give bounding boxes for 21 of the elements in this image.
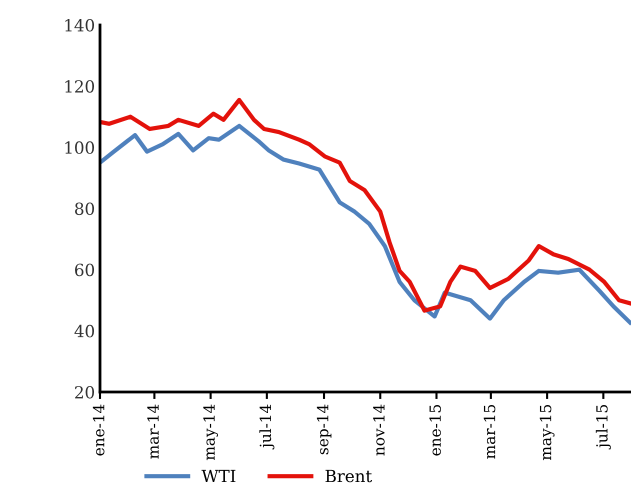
x-tick-label: may-14 bbox=[203, 404, 218, 460]
legend-label: WTI bbox=[202, 470, 236, 482]
y-tick-label: 20 bbox=[75, 386, 94, 399]
x-tick-label: nov-14 bbox=[373, 404, 385, 456]
y-tick-label: 40 bbox=[74, 324, 94, 338]
line-series bbox=[100, 98, 631, 313]
y-tick-label: 60 bbox=[75, 264, 94, 276]
x-tick-label: mar-14 bbox=[147, 404, 159, 459]
x-tick-label: ene-15 bbox=[429, 404, 441, 456]
x-tick-label: may-15 bbox=[540, 404, 554, 460]
x-tick-label: mar-15 bbox=[484, 404, 496, 459]
x-tick-label: jul-15 bbox=[596, 404, 611, 450]
line-series bbox=[100, 124, 631, 325]
y-tick-label: 80 bbox=[75, 202, 94, 216]
x-tick-label: ene-14 bbox=[92, 404, 104, 456]
x-tick-label: sep-14 bbox=[316, 404, 332, 454]
y-tick-label: 100 bbox=[65, 141, 94, 154]
y-tick-label: 140 bbox=[65, 18, 94, 32]
y-tick-label: 120 bbox=[65, 80, 94, 93]
legend-label: Brent bbox=[326, 470, 372, 482]
x-tick-label: jul-14 bbox=[259, 404, 274, 450]
